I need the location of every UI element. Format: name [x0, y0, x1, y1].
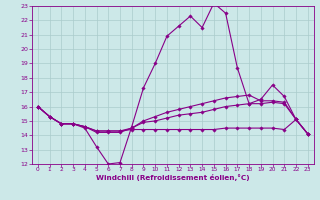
X-axis label: Windchill (Refroidissement éolien,°C): Windchill (Refroidissement éolien,°C)	[96, 174, 250, 181]
